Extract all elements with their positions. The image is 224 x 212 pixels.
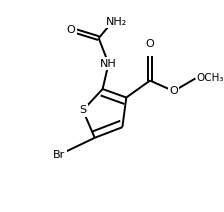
Text: S: S: [79, 105, 86, 115]
Text: O: O: [67, 25, 75, 35]
Text: Br: Br: [53, 150, 65, 160]
Text: O: O: [146, 39, 154, 49]
Text: OCH₃: OCH₃: [196, 73, 224, 84]
Text: NH: NH: [100, 59, 117, 69]
Text: O: O: [169, 86, 178, 96]
Text: NH₂: NH₂: [106, 17, 127, 27]
